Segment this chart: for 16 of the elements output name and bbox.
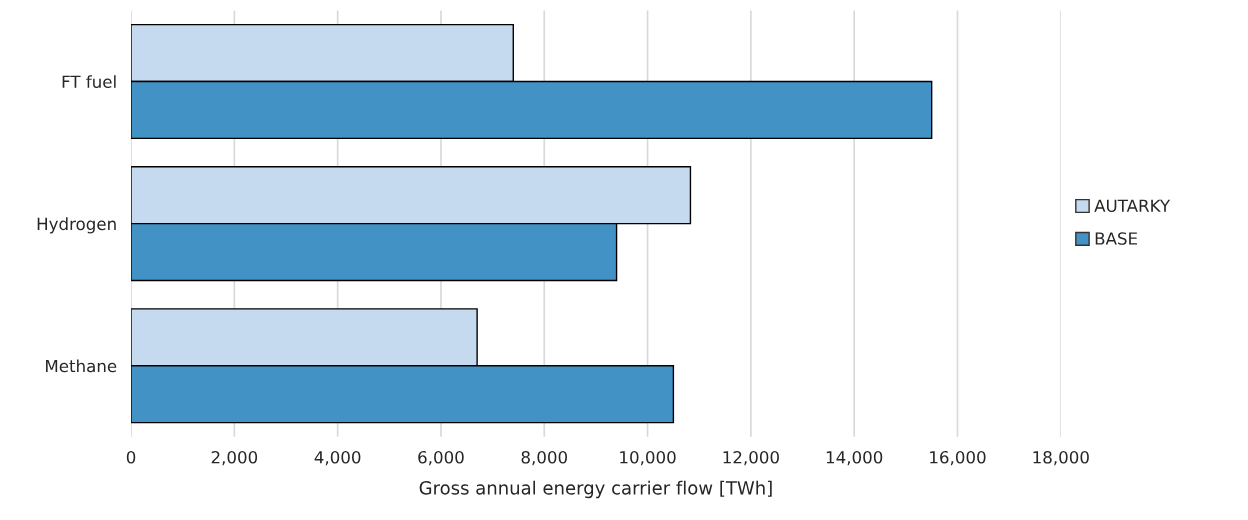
x-tick-label: 16,000 xyxy=(930,450,986,466)
x-tick-label: 14,000 xyxy=(826,450,883,466)
x-tick-label: 2,000 xyxy=(211,450,258,466)
x-tick-label: 6,000 xyxy=(418,450,464,466)
y-tick-label: FT fuel xyxy=(62,75,116,89)
legend-label: AUTARKY xyxy=(1094,199,1171,213)
x-tick-label: 4,000 xyxy=(314,450,361,466)
x-tick-label: 0 xyxy=(126,450,136,464)
y-tick-label: Methane xyxy=(46,359,117,373)
x-tick-label: 8,000 xyxy=(521,450,568,466)
x-axis-title: Gross annual energy carrier flow [TWh] xyxy=(419,480,772,499)
x-tick-label: 10,000 xyxy=(620,450,676,466)
x-tick-label: 18,000 xyxy=(1033,450,1089,466)
legend-label: BASE xyxy=(1095,232,1138,245)
y-tick-label: Hydrogen xyxy=(37,217,116,234)
x-tick-label: 12,000 xyxy=(723,450,779,466)
